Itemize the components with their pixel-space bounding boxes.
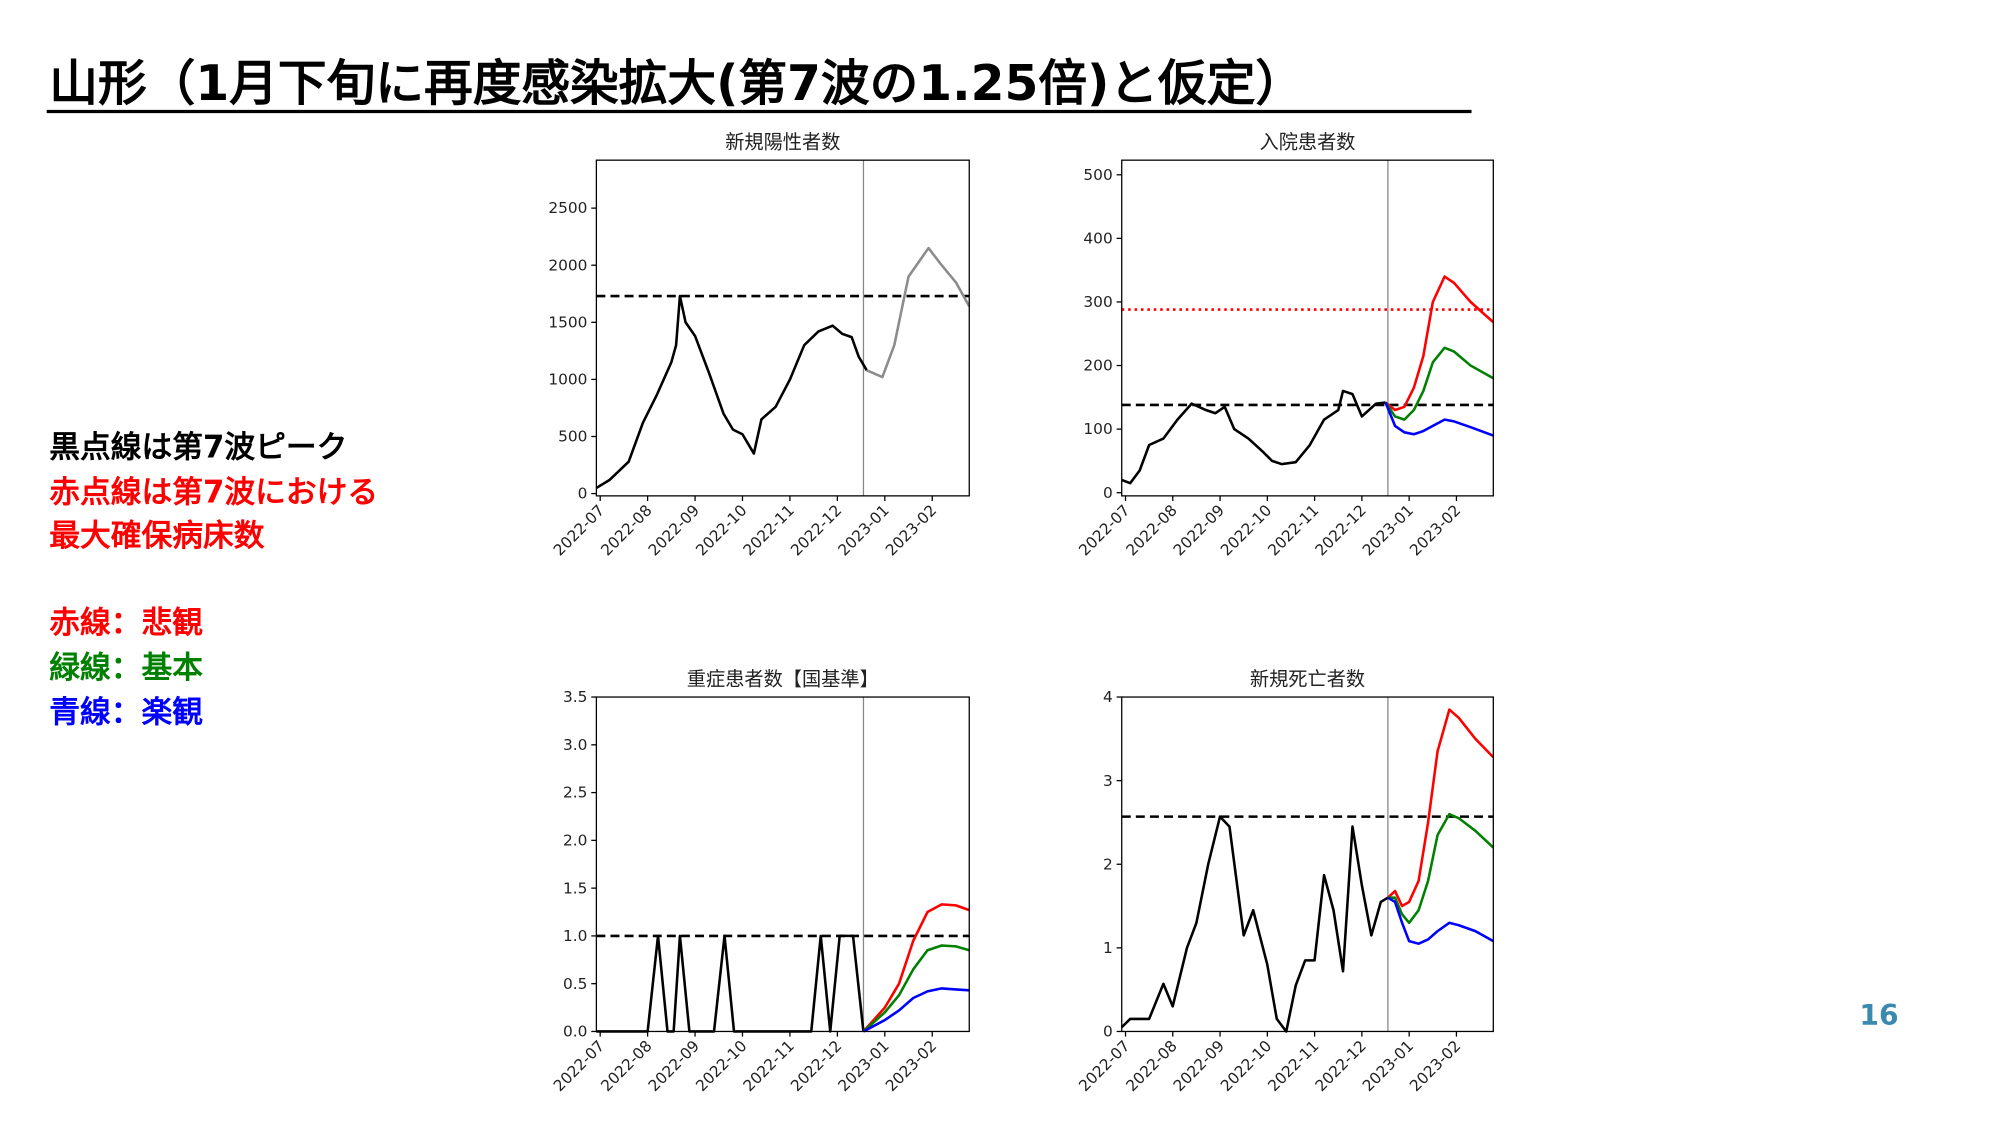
x-tick-label: 2022-08 (1123, 1037, 1181, 1095)
y-tick-label: 1000 (548, 371, 587, 389)
chart-title: 新規死亡者数 (1250, 668, 1365, 691)
x-tick-label: 2023-02 (1406, 1037, 1464, 1095)
x-tick-label: 2022-09 (1170, 501, 1228, 559)
y-tick-label: 0.5 (563, 975, 587, 993)
y-tick-label: 400 (1083, 229, 1112, 247)
series-line (1384, 401, 1494, 437)
slide-title: 山形（1月下旬に再度感染拡大(第7波の1.25倍)と仮定） (49, 56, 1304, 112)
x-tick-label: 2022-08 (1123, 501, 1181, 559)
series-line (1387, 896, 1494, 945)
plot-frame (1121, 159, 1494, 497)
y-tick-label: 0 (578, 485, 588, 503)
y-tick-label: 2.0 (563, 831, 587, 849)
x-tick-label: 2022-12 (787, 1037, 845, 1095)
y-tick-label: 100 (1083, 420, 1112, 438)
x-tick-label: 2022-11 (740, 501, 798, 559)
x-tick-label: 2022-07 (1075, 501, 1133, 559)
plot-frame (595, 159, 970, 497)
y-tick-label: 2500 (548, 199, 587, 217)
note: 青線：楽観 (49, 695, 203, 731)
note: 最大確保病床数 (49, 518, 265, 554)
y-tick-label: 0 (1103, 1023, 1113, 1041)
x-tick-label: 2023-02 (1406, 501, 1464, 559)
series-line (1384, 346, 1494, 421)
x-tick-label: 2022-10 (692, 1037, 750, 1095)
chart-title: 重症患者数【国基準】 (687, 668, 879, 691)
x-tick-label: 2022-12 (1312, 501, 1370, 559)
y-tick-label: 1500 (548, 313, 587, 331)
series-line (1386, 708, 1495, 908)
x-tick-label: 2022-10 (1217, 1037, 1275, 1095)
note: 黒点線は第7波ピーク (49, 429, 347, 465)
x-tick-label: 2023-02 (882, 1037, 940, 1095)
x-tick-label: 2022-07 (550, 501, 608, 559)
x-tick-label: 2022-07 (550, 1037, 608, 1095)
note: 緑線：基本 (49, 650, 203, 686)
series-line (862, 987, 970, 1033)
x-tick-label: 2023-01 (1359, 501, 1417, 559)
x-tick-label: 2022-08 (597, 501, 655, 559)
y-tick-label: 500 (1083, 166, 1112, 184)
x-tick-label: 2022-10 (692, 501, 750, 559)
y-tick-label: 1.0 (563, 927, 587, 945)
x-tick-label: 2022-09 (645, 501, 703, 559)
y-tick-label: 0 (1103, 484, 1113, 502)
y-tick-label: 1 (1103, 939, 1113, 957)
x-tick-label: 2022-11 (740, 1037, 798, 1095)
y-tick-label: 0.0 (563, 1023, 587, 1041)
y-tick-label: 3 (1103, 772, 1113, 790)
chart-title: 入院患者数 (1260, 131, 1356, 154)
series-line (862, 903, 970, 1033)
x-tick-label: 2022-10 (1217, 501, 1275, 559)
x-tick-label: 2022-09 (645, 1037, 703, 1095)
series-line (1120, 815, 1389, 1033)
y-tick-label: 3.5 (563, 688, 587, 706)
x-tick-label: 2023-01 (835, 501, 893, 559)
plot-frame (1121, 696, 1494, 1033)
note: 赤点線は第7波における (49, 474, 378, 510)
x-tick-label: 2022-12 (787, 501, 845, 559)
series-line (862, 944, 970, 1033)
y-tick-label: 2000 (548, 256, 587, 274)
y-tick-label: 500 (558, 428, 587, 446)
page-number: 16 (1859, 999, 1898, 1032)
y-tick-label: 2.5 (563, 784, 587, 802)
y-tick-label: 1.5 (563, 879, 587, 897)
x-tick-label: 2022-12 (1312, 1037, 1370, 1095)
y-tick-label: 3.0 (563, 736, 587, 754)
series-line (1121, 389, 1386, 485)
series-line (1387, 812, 1495, 925)
series-line (866, 246, 971, 379)
plot-frame (595, 696, 970, 1033)
x-tick-label: 2022-11 (1264, 1037, 1322, 1095)
x-tick-label: 2022-07 (1075, 1037, 1133, 1095)
y-tick-label: 300 (1083, 293, 1112, 311)
y-tick-label: 200 (1083, 357, 1112, 375)
note: 赤線：悲観 (49, 605, 203, 641)
x-tick-label: 2022-11 (1264, 501, 1322, 559)
x-tick-label: 2023-02 (882, 501, 940, 559)
x-tick-label: 2023-01 (1359, 1037, 1417, 1095)
series-line (595, 294, 868, 490)
x-tick-label: 2023-01 (835, 1037, 893, 1095)
series-line (596, 934, 865, 1033)
y-tick-label: 2 (1103, 855, 1113, 873)
y-tick-label: 4 (1103, 688, 1113, 706)
chart-title: 新規陽性者数 (725, 131, 840, 154)
x-tick-label: 2022-08 (597, 1037, 655, 1095)
x-tick-label: 2022-09 (1170, 1037, 1228, 1095)
series-line (1384, 275, 1495, 412)
